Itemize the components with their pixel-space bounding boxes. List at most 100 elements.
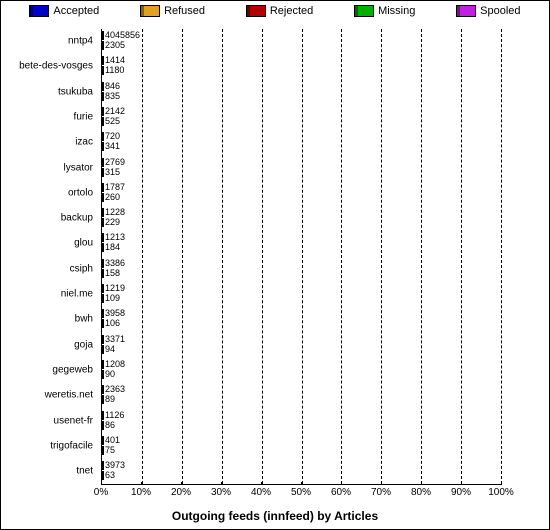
x-tick bbox=[221, 482, 222, 485]
y-axis-label: glou bbox=[74, 238, 93, 249]
bar-value-top: 2142 bbox=[102, 107, 125, 116]
gridline bbox=[222, 29, 223, 484]
x-tick bbox=[301, 482, 302, 485]
x-tick bbox=[341, 482, 342, 485]
bar-value-top: 846 bbox=[102, 82, 120, 91]
y-axis-label: usenet-fr bbox=[54, 415, 93, 426]
bar-value-bottom: 106 bbox=[102, 319, 120, 328]
plot-area: 4045856230514141180846835214252572034127… bbox=[101, 29, 501, 485]
legend: Accepted Refused Rejected Missing Spooled bbox=[1, 1, 549, 21]
y-axis-label: bete-des-vosges bbox=[19, 61, 93, 72]
y-axis-label: trigofacile bbox=[50, 440, 93, 451]
legend-label: Spooled bbox=[480, 5, 520, 17]
bar-value-top: 3973 bbox=[102, 461, 125, 470]
bar-value-top: 3371 bbox=[102, 335, 125, 344]
legend-swatch bbox=[456, 5, 476, 17]
bar-value-top: 1219 bbox=[102, 284, 125, 293]
bar-value-bottom: 63 bbox=[102, 471, 115, 480]
bar-value-bottom: 184 bbox=[102, 243, 120, 252]
y-axis-label: tsukuba bbox=[58, 86, 93, 97]
x-axis-label: 100% bbox=[488, 487, 514, 498]
x-tick bbox=[101, 482, 102, 485]
y-axis-label: csiph bbox=[70, 263, 93, 274]
legend-item: Accepted bbox=[29, 5, 99, 17]
bar-value-top: 1787 bbox=[102, 183, 125, 192]
x-axis-label: 40% bbox=[251, 487, 271, 498]
legend-swatch bbox=[29, 5, 49, 17]
y-axis-label: gegeweb bbox=[52, 364, 93, 375]
legend-item: Refused bbox=[140, 5, 205, 17]
bar-value-bottom: 2305 bbox=[102, 41, 125, 50]
chart-container: AcceptedRefusedRejectedMissingSpooled nn… bbox=[0, 0, 550, 530]
bar-value-bottom: 229 bbox=[102, 218, 120, 227]
bar-value-bottom: 89 bbox=[102, 395, 115, 404]
gridline bbox=[461, 29, 462, 484]
bar-value-bottom: 1180 bbox=[102, 66, 124, 75]
y-axis-label: tnet bbox=[76, 466, 93, 477]
x-axis-label: 20% bbox=[171, 487, 191, 498]
x-axis-label: 70% bbox=[371, 487, 391, 498]
bar-value-bottom: 525 bbox=[102, 117, 120, 126]
legend-label: Rejected bbox=[270, 5, 313, 17]
legend-label: Missing bbox=[378, 5, 415, 17]
legend-item: Spooled bbox=[456, 5, 520, 17]
y-axis-label: weretis.net bbox=[45, 390, 93, 401]
bar-value-bottom: 75 bbox=[102, 446, 115, 455]
y-axis-label: lysator bbox=[64, 162, 93, 173]
x-tick bbox=[141, 482, 142, 485]
y-axis-label: niel.me bbox=[61, 289, 93, 300]
x-axis-label: 0% bbox=[94, 487, 108, 498]
legend-label: Accepted bbox=[53, 5, 99, 17]
x-axis: 0%10%20%30%40%50%60%70%80%90%100% bbox=[101, 485, 501, 501]
bar-value-bottom: 109 bbox=[102, 294, 120, 303]
gridline bbox=[182, 29, 183, 484]
bar-value-top: 3386 bbox=[102, 259, 125, 268]
x-axis-label: 90% bbox=[451, 487, 471, 498]
bar-value-top: 1208 bbox=[102, 360, 125, 369]
bar-value-top: 2769 bbox=[102, 158, 125, 167]
x-axis-label: 80% bbox=[411, 487, 431, 498]
bar-value-bottom: 835 bbox=[102, 92, 120, 101]
x-axis-label: 60% bbox=[331, 487, 351, 498]
x-axis-label: 30% bbox=[211, 487, 231, 498]
legend-swatch bbox=[354, 5, 374, 17]
x-tick bbox=[421, 482, 422, 485]
y-axis-labels: nntp4bete-des-vosgestsukubafurieizaclysa… bbox=[1, 29, 97, 485]
gridline bbox=[142, 29, 143, 484]
bar-value-top: 1213 bbox=[102, 233, 125, 242]
gridline bbox=[262, 29, 263, 484]
bar-value-bottom: 94 bbox=[102, 345, 115, 354]
y-axis-label: goja bbox=[74, 339, 93, 350]
x-tick bbox=[461, 482, 462, 485]
x-tick bbox=[261, 482, 262, 485]
chart-title: Outgoing feeds (innfeed) by Articles bbox=[1, 509, 549, 523]
bar-value-bottom: 341 bbox=[102, 142, 120, 151]
bar-value-top: 1126 bbox=[102, 411, 124, 420]
bar-value-top: 2363 bbox=[102, 385, 125, 394]
x-tick bbox=[501, 482, 502, 485]
gridline bbox=[381, 29, 382, 484]
x-tick bbox=[181, 482, 182, 485]
bar-value-top: 401 bbox=[102, 436, 120, 445]
y-axis-label: izac bbox=[75, 137, 93, 148]
gridline bbox=[341, 29, 342, 484]
bar-value-top: 1414 bbox=[102, 56, 125, 65]
legend-label: Refused bbox=[164, 5, 205, 17]
legend-swatch bbox=[140, 5, 160, 17]
legend-item: Missing bbox=[354, 5, 415, 17]
x-tick bbox=[381, 482, 382, 485]
gridline bbox=[302, 29, 303, 484]
x-axis-label: 50% bbox=[291, 487, 311, 498]
bar-value-bottom: 260 bbox=[102, 193, 120, 202]
bar-value-bottom: 86 bbox=[102, 421, 115, 430]
legend-swatch bbox=[246, 5, 266, 17]
y-axis-label: backup bbox=[61, 213, 93, 224]
y-axis-label: furie bbox=[74, 111, 93, 122]
y-axis-label: bwh bbox=[75, 314, 93, 325]
y-axis-label: ortolo bbox=[68, 187, 93, 198]
bar-value-top: 4045856 bbox=[102, 31, 140, 40]
bar-value-bottom: 158 bbox=[102, 269, 120, 278]
bar-value-bottom: 90 bbox=[102, 370, 115, 379]
bar-value-top: 3958 bbox=[102, 309, 125, 318]
legend-item: Rejected bbox=[246, 5, 313, 17]
